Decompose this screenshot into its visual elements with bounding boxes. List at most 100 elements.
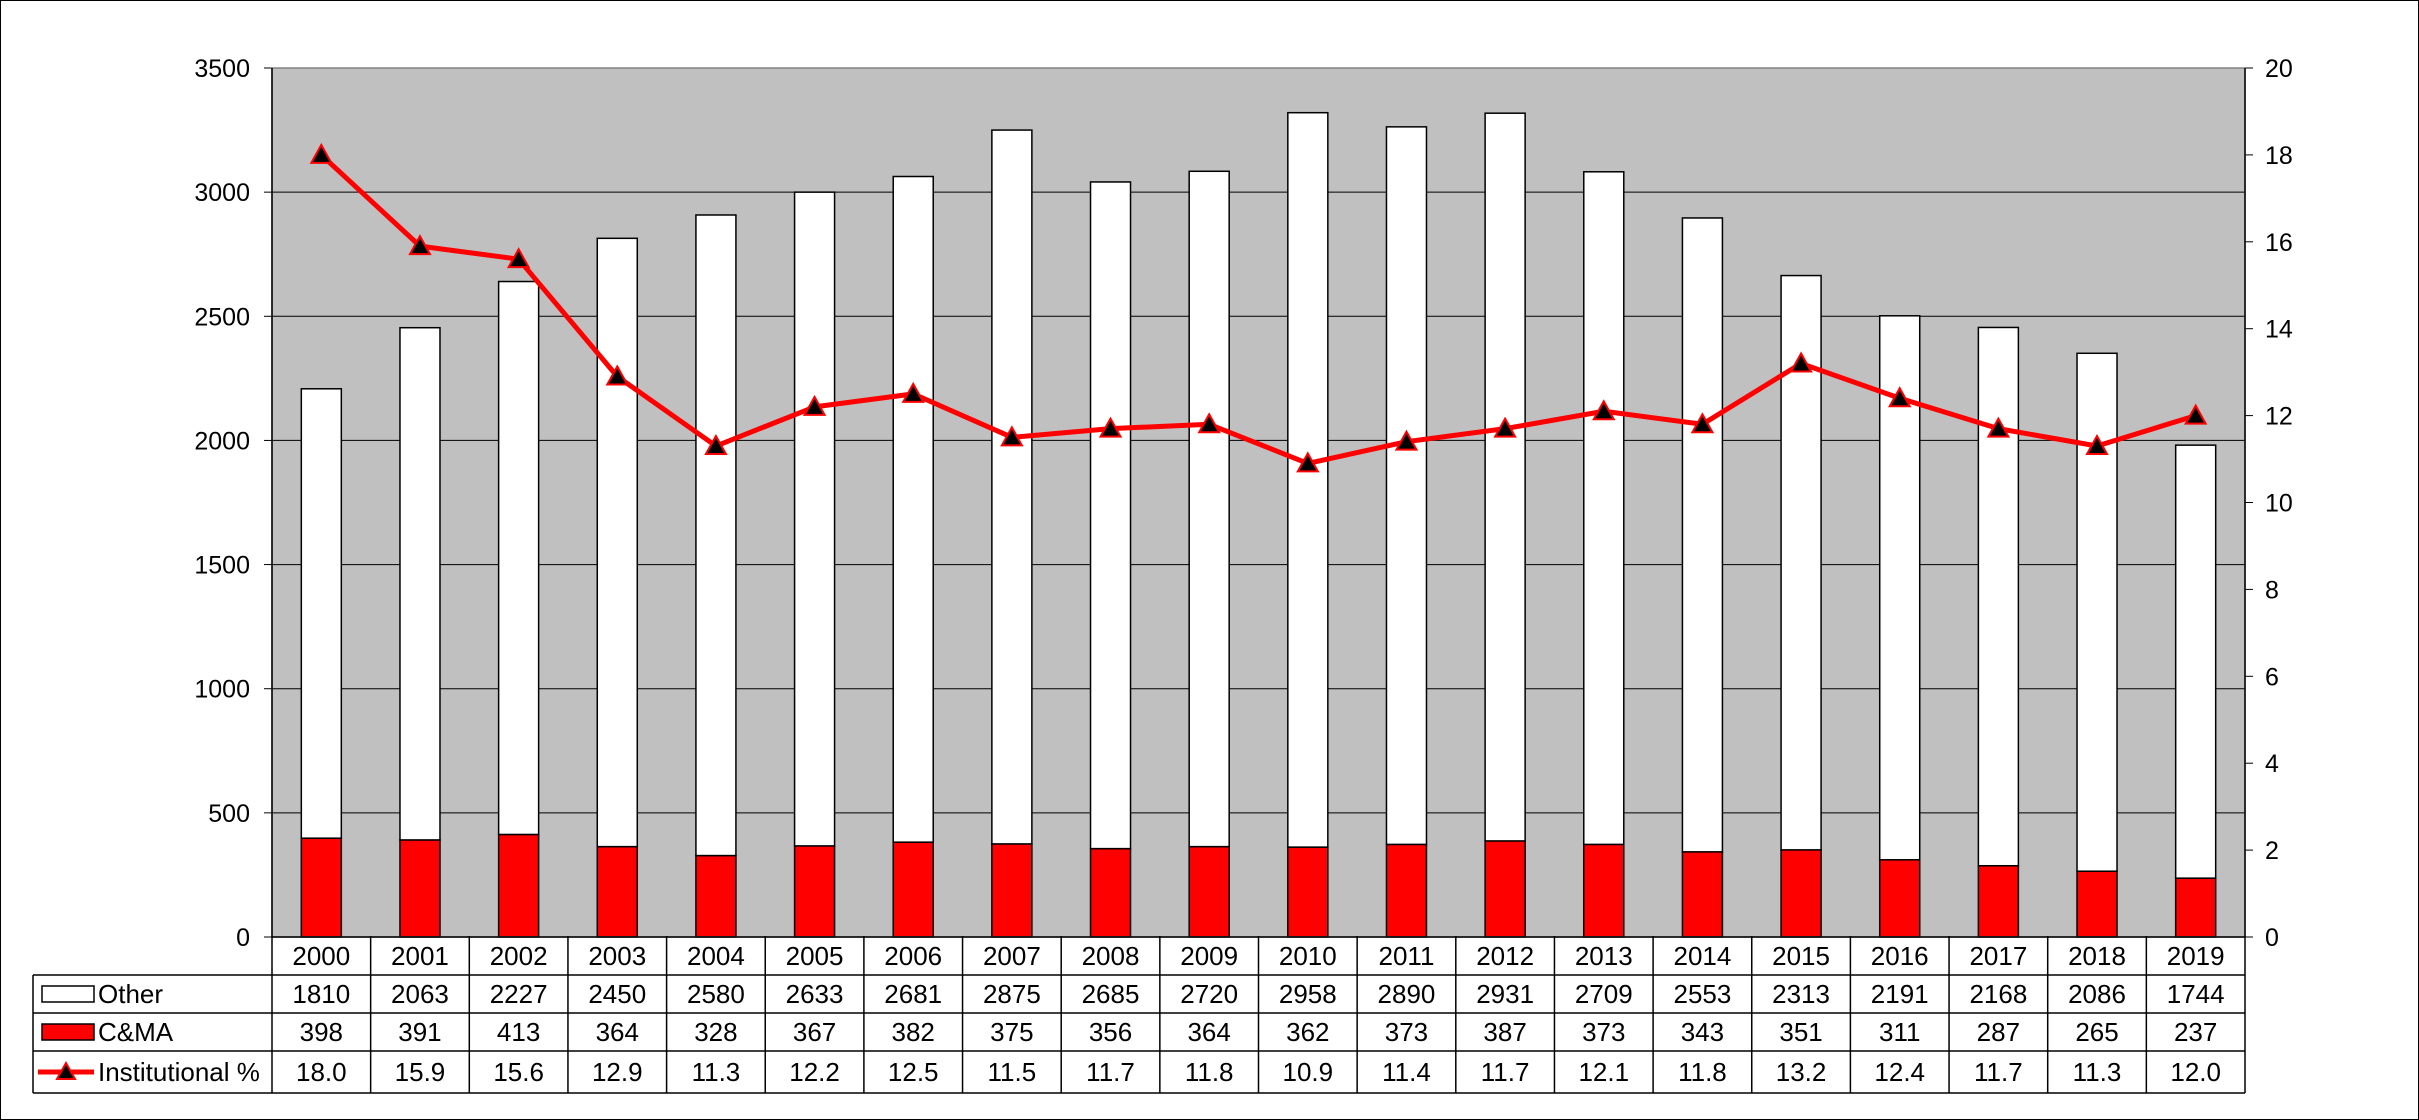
data-label: 11.7 bbox=[1974, 1057, 2023, 1087]
y-right-tick-label: 14 bbox=[2265, 316, 2293, 344]
data-label: 2063 bbox=[391, 979, 449, 1009]
y-right-tick-label: 16 bbox=[2265, 229, 2293, 257]
y-left-tick-label: 2000 bbox=[194, 427, 250, 455]
bar-other bbox=[892, 175, 934, 843]
x-tick-label: 2001 bbox=[391, 941, 449, 971]
data-label: 15.9 bbox=[395, 1057, 446, 1087]
data-label: 11.5 bbox=[988, 1057, 1037, 1087]
legend-key-marker bbox=[55, 1060, 77, 1080]
bar-cma bbox=[1484, 840, 1526, 938]
x-tick-label: 2000 bbox=[292, 941, 350, 971]
x-tick-label: 2019 bbox=[2167, 941, 2225, 971]
x-tick-label: 2002 bbox=[490, 941, 548, 971]
bar-other bbox=[2174, 444, 2217, 879]
data-label: 11.4 bbox=[1382, 1057, 1431, 1087]
data-label: 12.0 bbox=[2170, 1057, 2221, 1087]
institutional-marker bbox=[605, 364, 629, 386]
data-label: 1810 bbox=[292, 979, 350, 1009]
bar-other bbox=[1287, 111, 1329, 848]
x-tick-label: 2003 bbox=[588, 941, 646, 971]
data-label: 2313 bbox=[1772, 979, 1830, 1009]
data-label: 11.7 bbox=[1481, 1057, 1530, 1087]
bar-cma bbox=[991, 843, 1033, 938]
bar-cma bbox=[399, 839, 441, 938]
data-label: 2875 bbox=[983, 979, 1041, 1009]
data-label: 237 bbox=[2174, 1017, 2217, 1047]
legend-label: Other bbox=[98, 979, 163, 1009]
bar-other bbox=[596, 237, 639, 848]
data-label: 13.2 bbox=[1776, 1057, 1827, 1087]
y-left-tick-label: 3000 bbox=[194, 179, 250, 207]
bar-cma bbox=[596, 845, 639, 938]
bar-cma bbox=[793, 845, 836, 938]
institutional-marker bbox=[1690, 412, 1715, 434]
institutional-marker bbox=[802, 394, 827, 416]
institutional-marker bbox=[1296, 451, 1320, 473]
y-right-tick-label: 20 bbox=[2265, 55, 2293, 83]
data-label: 12.9 bbox=[592, 1057, 643, 1087]
data-label: 2890 bbox=[1378, 979, 1436, 1009]
x-tick-label: 2010 bbox=[1279, 941, 1337, 971]
data-label: 12.1 bbox=[1578, 1057, 1629, 1087]
y-right-tick-label: 18 bbox=[2265, 142, 2293, 170]
data-label: 15.6 bbox=[493, 1057, 544, 1087]
bar-cma bbox=[1681, 851, 1724, 938]
institutional-marker bbox=[2183, 403, 2208, 425]
data-label: 2720 bbox=[1180, 979, 1238, 1009]
bar-other bbox=[1583, 171, 1625, 846]
data-label: 387 bbox=[1483, 1017, 1526, 1047]
x-tick-label: 2008 bbox=[1082, 941, 1140, 971]
data-label: 10.9 bbox=[1283, 1057, 1334, 1087]
data-table: 2000 2001 2002 2003 2004 2005 2006 2007 2008 2009… bbox=[32, 936, 2246, 1094]
y-left-tick-label: 3500 bbox=[194, 55, 250, 83]
institutional-marker bbox=[1789, 351, 1813, 373]
institutional-marker bbox=[1888, 386, 1912, 408]
bar-other bbox=[991, 129, 1033, 845]
bar-other bbox=[1878, 315, 1921, 861]
bar-other bbox=[1385, 126, 1428, 846]
bar-cma bbox=[1089, 847, 1132, 938]
y-left-tick-label: 2500 bbox=[194, 303, 250, 331]
data-label: 265 bbox=[2075, 1017, 2118, 1047]
bar-cma bbox=[1385, 843, 1428, 938]
y-left-tick-label: 1000 bbox=[194, 676, 250, 704]
data-label: 356 bbox=[1089, 1017, 1132, 1047]
data-label: 373 bbox=[1582, 1017, 1625, 1047]
bar-other bbox=[793, 191, 836, 847]
data-label: 2709 bbox=[1575, 979, 1633, 1009]
institutional-marker bbox=[408, 234, 432, 256]
x-tick-label: 2004 bbox=[687, 941, 745, 971]
data-label: 11.3 bbox=[692, 1057, 741, 1087]
institutional-marker bbox=[506, 247, 531, 269]
bars-layer bbox=[300, 111, 2217, 938]
data-label: 351 bbox=[1779, 1017, 1822, 1047]
x-tick-label: 2017 bbox=[1969, 941, 2027, 971]
institutional-marker bbox=[901, 381, 925, 403]
x-tick-label: 2013 bbox=[1575, 941, 1633, 971]
x-tick-label: 2005 bbox=[786, 941, 844, 971]
y-right-tick-label: 12 bbox=[2265, 403, 2293, 431]
legend-key bbox=[41, 1023, 95, 1041]
bar-cma bbox=[695, 854, 737, 938]
y-left-tick-label: 0 bbox=[236, 924, 250, 952]
data-label: 413 bbox=[497, 1017, 540, 1047]
y-right-tick-label: 10 bbox=[2265, 490, 2293, 518]
data-label: 375 bbox=[990, 1017, 1033, 1047]
data-label: 11.3 bbox=[2073, 1057, 2122, 1087]
bar-other bbox=[1681, 217, 1724, 853]
x-tick-label: 2012 bbox=[1476, 941, 1534, 971]
data-label: 2227 bbox=[490, 979, 548, 1009]
data-label: 1744 bbox=[2167, 979, 2225, 1009]
bar-cma bbox=[1583, 843, 1625, 938]
x-tick-label: 2015 bbox=[1772, 941, 1830, 971]
legend-key bbox=[41, 985, 95, 1003]
legend-label: Institutional % bbox=[98, 1057, 260, 1087]
data-label: 2553 bbox=[1674, 979, 1732, 1009]
data-label: 12.5 bbox=[888, 1057, 939, 1087]
data-label: 287 bbox=[1977, 1017, 2020, 1047]
plot-area bbox=[272, 68, 2245, 937]
x-tick-label: 2011 bbox=[1379, 941, 1435, 971]
bar-other bbox=[1977, 326, 2020, 867]
bar-cma bbox=[1977, 864, 2020, 938]
data-label: 2633 bbox=[786, 979, 844, 1009]
